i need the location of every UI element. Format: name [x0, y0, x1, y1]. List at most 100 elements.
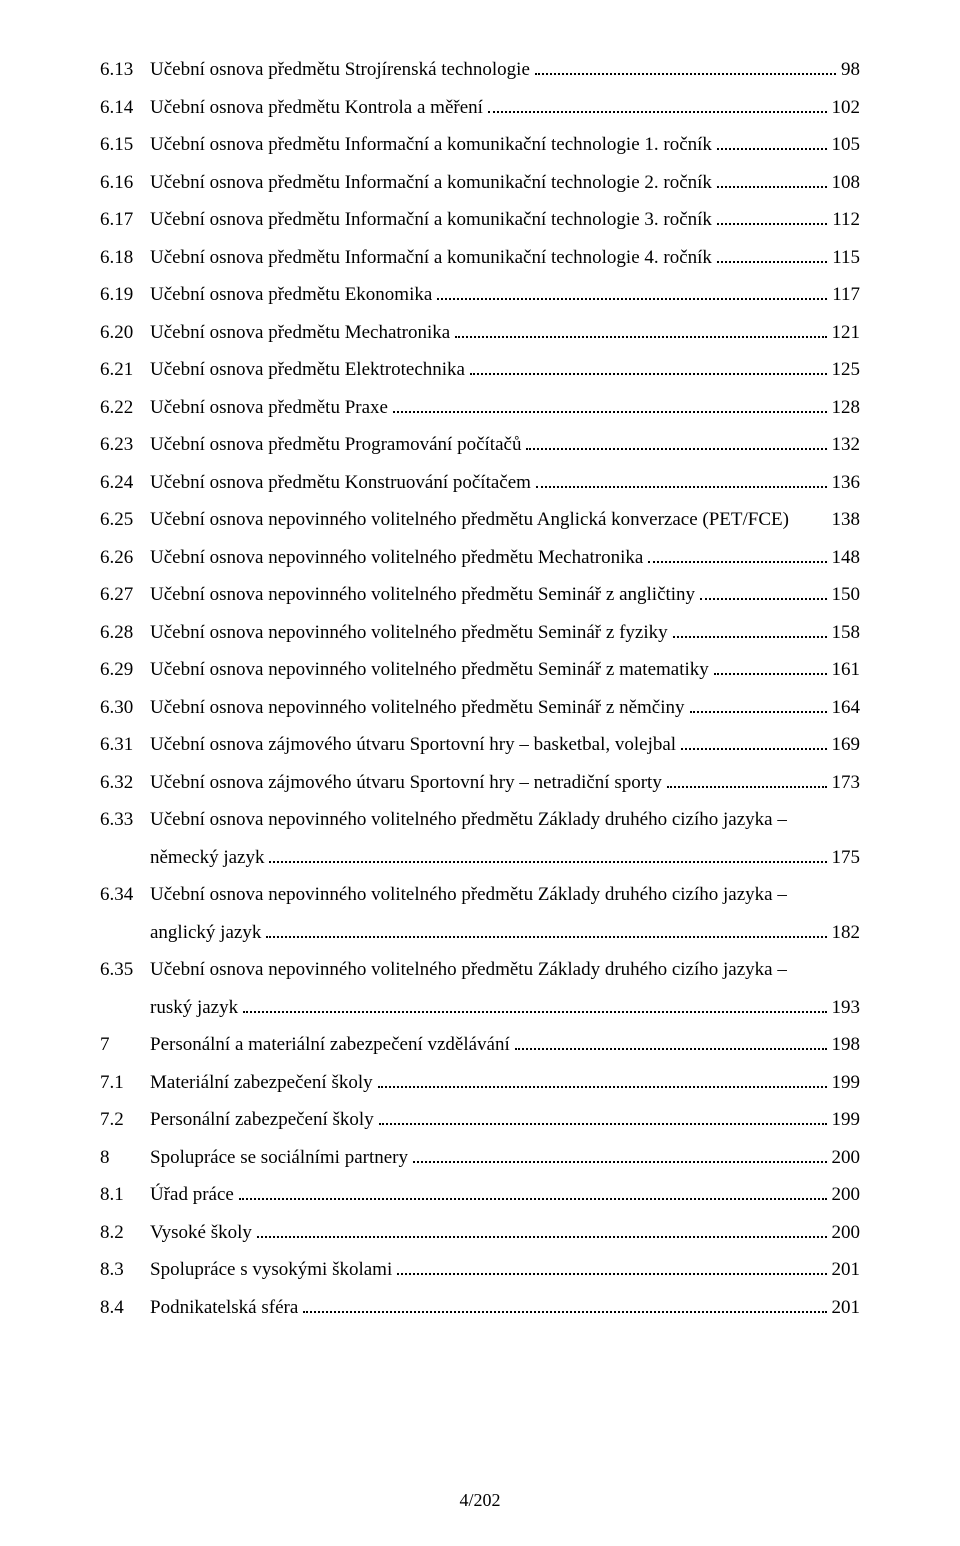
toc-number: 6.29 [100, 660, 150, 679]
toc-page: 164 [830, 698, 861, 717]
toc-page: 200 [830, 1148, 861, 1167]
toc-title: Učební osnova nepovinného volitelného př… [150, 885, 789, 904]
toc-number: 6.23 [100, 435, 150, 454]
page-footer: 4/202 [0, 1490, 960, 1511]
dot-leader [536, 486, 827, 488]
dot-leader [717, 186, 827, 188]
toc-number: 7.1 [100, 1073, 150, 1092]
toc-entry: 7Personální a materiální zabezpečení vzd… [100, 1035, 860, 1054]
toc-number: 8.1 [100, 1185, 150, 1204]
toc-title: Učební osnova nepovinného volitelného př… [150, 510, 824, 529]
toc-number: 6.31 [100, 735, 150, 754]
toc-title: Materiální zabezpečení školy [150, 1073, 375, 1092]
dot-leader [535, 73, 836, 75]
toc-page: 136 [830, 473, 861, 492]
dot-leader [526, 448, 826, 450]
toc-number: 6.33 [100, 810, 150, 829]
toc-number: 6.22 [100, 398, 150, 417]
toc-entry: 8.4Podnikatelská sféra201 [100, 1298, 860, 1317]
toc-number: 6.27 [100, 585, 150, 604]
toc-title: Učební osnova nepovinného volitelného př… [150, 660, 711, 679]
toc-title-cont: německý jazyk [150, 848, 266, 867]
dot-leader [303, 1311, 826, 1313]
dot-leader [667, 786, 827, 788]
toc-entry: 8.1Úřad práce200 [100, 1185, 860, 1204]
toc-entry: 6.26Učební osnova nepovinného volitelnéh… [100, 548, 860, 567]
toc-number: 7.2 [100, 1110, 150, 1129]
toc-page: 102 [830, 98, 861, 117]
toc-title: Vysoké školy [150, 1223, 254, 1242]
dot-leader [239, 1198, 827, 1200]
toc-number: 6.20 [100, 323, 150, 342]
toc-page: 199 [830, 1073, 861, 1092]
toc-entry: 6.18Učební osnova předmětu Informační a … [100, 248, 860, 267]
toc-entry: 6.30Učební osnova nepovinného volitelnéh… [100, 698, 860, 717]
toc-entry: 6.17Učební osnova předmětu Informační a … [100, 210, 860, 229]
toc-title: Učební osnova nepovinného volitelného př… [150, 623, 670, 642]
toc-entry: 6.13Učební osnova předmětu Strojírenská … [100, 60, 860, 79]
toc-entry: 6.24Učební osnova předmětu Konstruování … [100, 473, 860, 492]
toc-page: 105 [830, 135, 861, 154]
toc-title: Učební osnova předmětu Strojírenská tech… [150, 60, 532, 79]
toc-page: 138 [830, 510, 861, 529]
toc-title: Úřad práce [150, 1185, 236, 1204]
dot-leader [413, 1161, 826, 1163]
toc-entry: 6.31Učební osnova zájmového útvaru Sport… [100, 735, 860, 754]
toc-number: 8.4 [100, 1298, 150, 1317]
toc-entry: 6.15Učební osnova předmětu Informační a … [100, 135, 860, 154]
dot-leader [717, 261, 827, 263]
dot-leader [648, 561, 826, 563]
dot-leader [257, 1236, 827, 1238]
toc-title: Spolupráce se sociálními partnery [150, 1148, 410, 1167]
toc-page: 169 [830, 735, 861, 754]
dot-leader [437, 298, 827, 300]
toc-number: 6.19 [100, 285, 150, 304]
page-number: 4/202 [459, 1490, 500, 1510]
toc-entry: 6.19Učební osnova předmětu Ekonomika117 [100, 285, 860, 304]
toc-page: 121 [830, 323, 861, 342]
dot-leader [470, 373, 827, 375]
dot-leader [717, 223, 827, 225]
toc-page: 132 [830, 435, 861, 454]
toc-page: 200 [830, 1223, 861, 1242]
toc-title: Učební osnova předmětu Ekonomika [150, 285, 434, 304]
toc-number: 7 [100, 1035, 150, 1054]
toc-entry: 6.20Učební osnova předmětu Mechatronika1… [100, 323, 860, 342]
toc-entry: 6.28Učební osnova nepovinného volitelnéh… [100, 623, 860, 642]
toc-number: 6.34 [100, 885, 150, 904]
toc-entry: 8Spolupráce se sociálními partnery 200 [100, 1148, 860, 1167]
dot-leader [717, 148, 827, 150]
toc-entry: 8.2Vysoké školy 200 [100, 1223, 860, 1242]
toc-title: Učební osnova předmětu Elektrotechnika [150, 360, 467, 379]
toc-page: 115 [830, 248, 860, 267]
toc-page: 112 [830, 210, 860, 229]
toc-entry-continuation: ruský jazyk193 [100, 998, 860, 1017]
toc-page: 161 [830, 660, 861, 679]
toc-page: 198 [830, 1035, 861, 1054]
dot-leader [378, 1086, 827, 1088]
toc-page: 193 [830, 998, 861, 1017]
toc-number: 8.2 [100, 1223, 150, 1242]
toc-page: 158 [830, 623, 861, 642]
toc-number: 6.15 [100, 135, 150, 154]
toc-title: Učební osnova nepovinného volitelného př… [150, 698, 687, 717]
toc-title: Učební osnova zájmového útvaru Sportovní… [150, 735, 678, 754]
toc-title: Učební osnova nepovinného volitelného př… [150, 810, 789, 829]
toc-number: 6.24 [100, 473, 150, 492]
toc-entry: 6.34Učební osnova nepovinného volitelnéh… [100, 885, 860, 904]
toc-entry-continuation: anglický jazyk182 [100, 923, 860, 942]
toc-entry: 6.23Učební osnova předmětu Programování … [100, 435, 860, 454]
dot-leader [266, 936, 826, 938]
toc-number: 6.28 [100, 623, 150, 642]
table-of-contents: 6.13Učební osnova předmětu Strojírenská … [100, 60, 860, 1317]
toc-page: 201 [830, 1298, 861, 1317]
toc-number: 6.16 [100, 173, 150, 192]
toc-title: Učební osnova předmětu Praxe [150, 398, 390, 417]
dot-leader [515, 1048, 827, 1050]
toc-number: 6.13 [100, 60, 150, 79]
dot-leader [690, 711, 827, 713]
toc-page: 108 [830, 173, 861, 192]
toc-number: 6.26 [100, 548, 150, 567]
toc-number: 8.3 [100, 1260, 150, 1279]
toc-number: 8 [100, 1148, 150, 1167]
